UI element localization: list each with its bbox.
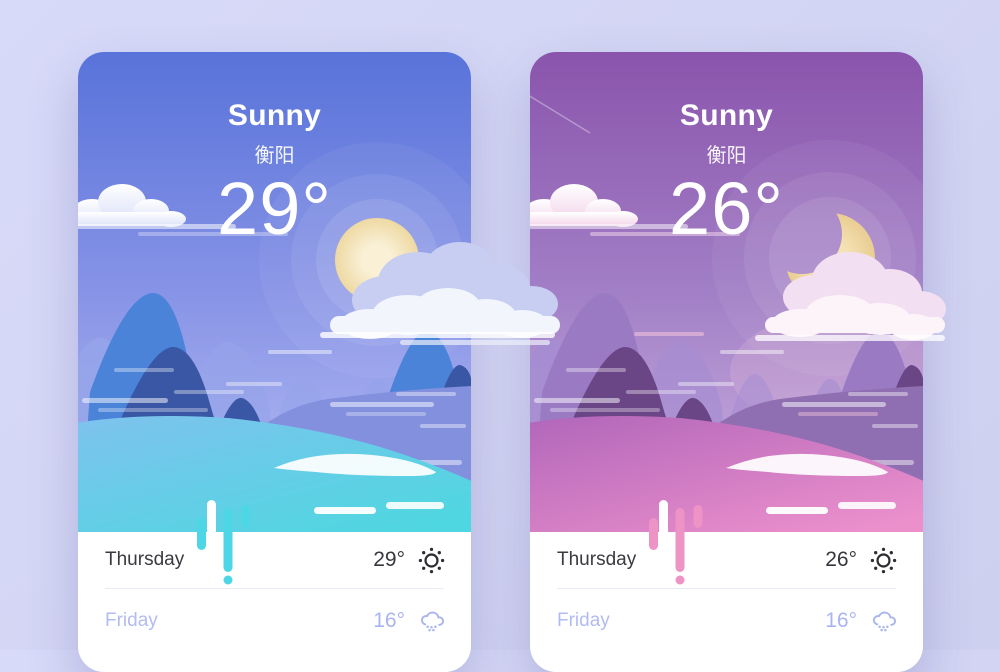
paint-drip-decoration — [197, 500, 251, 585]
condition-label: Sunny — [227, 99, 322, 132]
water-hill — [530, 416, 923, 532]
water-highlights — [726, 453, 896, 514]
cloud-left — [78, 184, 288, 236]
current-temperature: 29° — [217, 167, 332, 250]
forecast-row-friday[interactable]: Friday 16° — [530, 589, 923, 653]
forecast-day-label: Friday — [105, 610, 158, 631]
forecast-panel: Thursday 29° Friday 16° — [78, 532, 471, 672]
mist-streaks — [82, 350, 466, 465]
city-label: 衡阳 — [254, 145, 295, 167]
cloud-overlay-night — [755, 252, 946, 341]
cloud-overlay-day — [320, 242, 560, 345]
forecast-temp-value: 26° — [825, 548, 857, 571]
water-hill — [78, 416, 471, 532]
day-landscape-illustration — [78, 52, 471, 532]
row-divider — [557, 588, 896, 589]
forecast-panel: Thursday 26° Friday 16° — [530, 532, 923, 672]
forecast-temp-value: 16° — [825, 609, 857, 632]
forecast-day-label: Thursday — [105, 549, 185, 570]
row-divider — [105, 588, 444, 589]
design-canvas: { "page": { "background": "#d3d6f4" }, "… — [0, 0, 1000, 650]
cloud-left — [530, 184, 740, 236]
forecast-day-label: Thursday — [557, 549, 637, 570]
forecast-temp-value: 29° — [373, 548, 405, 571]
forecast-row-thursday[interactable]: Thursday 29° — [78, 532, 471, 588]
forecast-row-friday[interactable]: Friday 16° — [78, 589, 471, 653]
shooting-star — [530, 95, 591, 134]
condition-label: Sunny — [679, 99, 774, 132]
city-label: 衡阳 — [706, 145, 747, 167]
forecast-temp-value: 16° — [373, 609, 405, 632]
water-highlights — [274, 453, 444, 514]
sun-outline-icon — [418, 547, 445, 573]
current-temperature: 26° — [669, 167, 784, 250]
snow-cloud-icon — [873, 611, 896, 631]
forecast-row-thursday[interactable]: Thursday 26° — [530, 532, 923, 588]
sun-outline-icon — [870, 547, 897, 573]
weather-card-day[interactable]: Sunny 衡阳 29° Thursday 29° Friday 16° — [78, 52, 471, 672]
paint-drip-decoration — [649, 500, 703, 585]
weather-card-night[interactable]: Sunny 衡阳 26° Thursday 26° Friday 16° — [530, 52, 923, 672]
snow-cloud-icon — [421, 611, 444, 631]
mist-streaks — [534, 332, 918, 465]
forecast-day-label: Friday — [557, 610, 610, 631]
